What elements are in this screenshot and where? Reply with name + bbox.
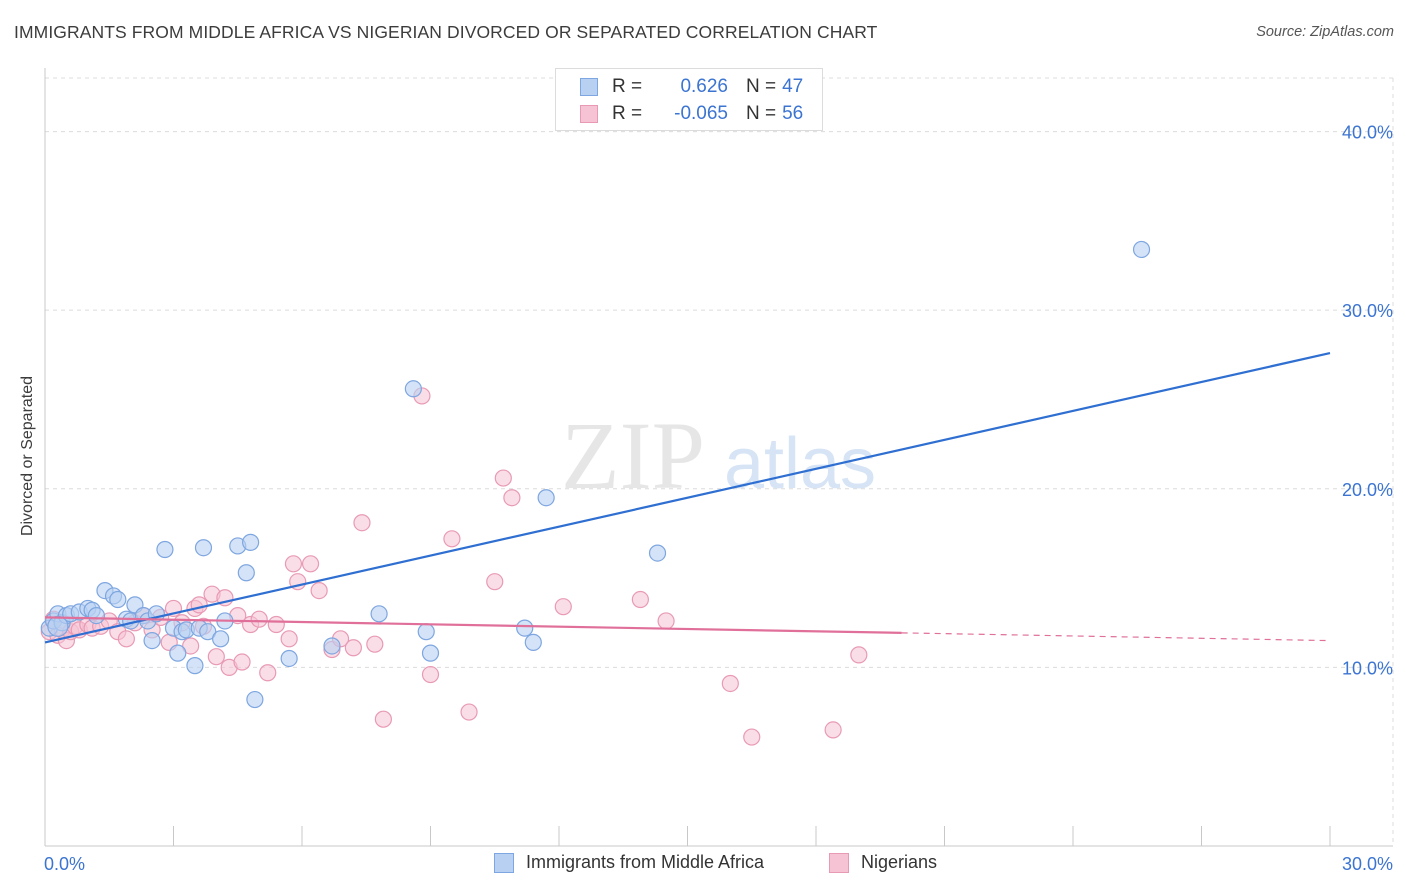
middle-africa-point [194,539,213,557]
nigerian-point [353,514,371,532]
legend-item-middle-africa: Immigrants from Middle Africa [494,852,764,873]
watermark: ZIP atlas [561,402,876,509]
middle-africa-point [143,632,161,650]
middle-africa-point [156,540,174,559]
middle-africa-point [404,380,422,398]
n-value: 56 [782,103,804,124]
watermark-zip: ZIP [561,402,705,509]
middle-africa-point [246,690,264,709]
y-tick-label: 10.0% [1342,658,1393,678]
tick-labels: 10.0% 20.0% 30.0% 40.0% 0.0% 30.0% [44,123,1393,874]
nigerian-point [233,653,251,671]
nigerian-point [421,665,440,684]
blue-swatch-icon [494,852,514,873]
nigerian-point [259,664,277,682]
y-tick-label: 40.0% [1342,123,1393,143]
middle-africa-point [169,644,187,662]
y-tick-label: 30.0% [1342,301,1393,321]
middle-africa-point [323,637,341,655]
chart-title: IMMIGRANTS FROM MIDDLE AFRICA VS NIGERIA… [14,22,878,42]
nigerian-point [344,639,362,657]
middle-africa-point [199,623,217,641]
nigerian-point [721,674,739,693]
nigerian-point [250,610,268,628]
nigerian-point [443,530,461,548]
middle-africa-point [237,564,255,582]
nigerian-point [503,489,521,507]
legend-label-middle-africa: Immigrants from Middle Africa [526,852,765,872]
nigerian-point [310,581,328,600]
source-label: Source: ZipAtlas.com [1256,24,1394,40]
middle-africa-trendline [44,351,1331,644]
nigerian-point [850,646,868,664]
middle-africa-point [212,630,230,648]
nigerian-point [657,612,675,630]
legend-label-nigerians: Nigerians [861,852,938,872]
legend-row-middle-africa: R = 0.626 N = 47 [580,76,803,98]
nigerian-point [284,555,303,573]
nigerian-point [374,710,392,728]
r-value: 0.626 [680,76,728,97]
watermark-atlas: atlas [724,424,876,504]
middle-africa-point [186,657,204,675]
r-label: R = [612,76,643,97]
pink-swatch-icon [829,852,849,873]
nigerian-point [301,555,320,573]
middle-africa-point [242,533,260,551]
x-tick-label: 30.0% [1342,854,1393,874]
middle-africa-point [516,619,534,637]
nigerian-point [207,648,225,666]
nigerian-point [486,573,504,591]
n-label: N = [746,76,777,97]
nigerian-point [182,637,200,655]
middle-africa-point [280,649,298,668]
nigerian-point [631,590,649,609]
stats-legend: R = 0.626 N = 47 R = -0.065 N = 56 [555,68,823,131]
x-tick-label: 0.0% [44,854,85,874]
n-value: 47 [782,76,804,97]
nigerian-point [366,635,384,653]
middle-africa-point [537,489,555,507]
nigerian-point [190,596,208,614]
nigerian-point [824,721,842,739]
nigerian-point [267,615,285,634]
nigerian-point [494,469,512,487]
nigerian-point [117,630,135,648]
middle-africa-point [47,615,69,637]
axes [44,68,1393,847]
y-tick-label: 20.0% [1342,480,1393,500]
nigerians-trendline-extension [901,632,1331,642]
middle-africa-point [524,633,542,651]
middle-africa-point [1132,240,1151,259]
trend-lines [44,351,1331,644]
r-value: -0.065 [674,103,728,124]
middle-africa-point [648,544,667,562]
legend-item-nigerians: Nigerians [829,852,937,873]
nigerian-point [280,630,298,648]
pink-swatch-icon [580,105,598,123]
middle-africa-points [40,240,1151,709]
nigerians-trendline [44,616,902,634]
blue-swatch-icon [580,78,598,96]
middle-africa-point [87,606,106,625]
middle-africa-point [421,644,440,662]
r-label: R = [612,103,643,124]
middle-africa-point [109,590,127,609]
legend-row-nigerians: R = -0.065 N = 56 [580,103,803,125]
nigerian-point [460,703,478,721]
n-label: N = [746,103,777,124]
nigerian-point [743,728,761,746]
grid-lines [45,77,1394,846]
nigerian-point [554,598,572,616]
middle-africa-point [417,623,435,641]
series-legend: Immigrants from Middle Africa Nigerians [0,852,1406,876]
middle-africa-point [370,605,388,623]
